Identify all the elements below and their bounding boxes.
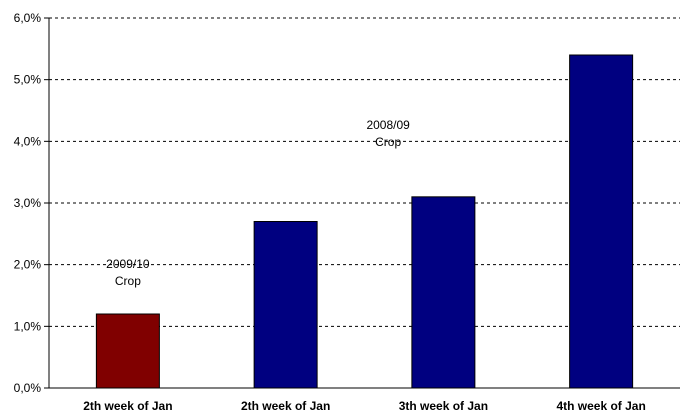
annotation-text: 2008/09 [366,118,410,132]
y-tick-label: 4,0% [14,134,42,148]
x-tick-label: 3th week of Jan [399,399,488,413]
x-tick-label: 2th week of Jan [241,399,330,413]
y-tick-label: 5,0% [14,73,42,87]
annotations: 2009/10 Crop 2008/09 Crop [106,118,410,288]
bar [253,221,318,389]
gridlines [44,17,680,389]
x-tick-labels: 2th week of Jan 2th week of Jan 3th week o… [83,399,646,413]
annotation-text: Crop [375,135,401,149]
y-tick-label: 1,0% [14,319,42,333]
y-tick-label: 6,0% [14,11,42,25]
x-tick-label: 2th week of Jan [83,399,172,413]
y-tick-labels: 0,0% 1,0% 2,0% 3,0% 4,0% 5,0% 6,0% [14,11,42,395]
x-tick-label: 4th week of Jan [556,399,645,413]
y-tick-label: 0,0% [14,381,42,395]
bar [411,196,476,389]
annotation-text: Crop [115,274,141,288]
bars [95,54,634,389]
annotation-text: 2009/10 [106,257,150,271]
y-tick-label: 3,0% [14,196,42,210]
bar [569,54,634,389]
bar [95,313,160,389]
axes [48,18,680,389]
y-tick-label: 2,0% [14,258,42,272]
